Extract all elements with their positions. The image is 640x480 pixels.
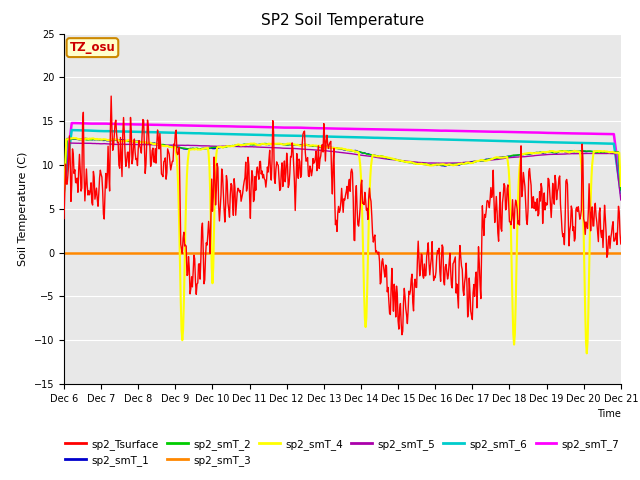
sp2_smT_2 bbox=[335, 145, 342, 151]
sp2_smT_5 bbox=[183, 143, 191, 148]
sp2_smT_4 bbox=[69, 135, 77, 141]
sp2_smT_1 bbox=[566, 148, 574, 154]
sp2_smT_4 bbox=[183, 172, 191, 178]
sp2_Tsurface bbox=[60, 216, 68, 221]
sp2_smT_7 bbox=[389, 127, 397, 132]
sp2_smT_4 bbox=[617, 183, 625, 189]
sp2_smT_7 bbox=[566, 131, 574, 136]
sp2_smT_5 bbox=[389, 157, 397, 163]
sp2_smT_5 bbox=[60, 192, 68, 197]
Legend: sp2_Tsurface, sp2_smT_1, sp2_smT_2, sp2_smT_3, sp2_smT_4, sp2_smT_5, sp2_smT_6, : sp2_Tsurface, sp2_smT_1, sp2_smT_2, sp2_… bbox=[61, 435, 623, 470]
Text: Time: Time bbox=[597, 408, 621, 419]
sp2_smT_4 bbox=[60, 193, 68, 199]
Line: sp2_smT_4: sp2_smT_4 bbox=[64, 138, 621, 353]
sp2_Tsurface bbox=[335, 204, 342, 209]
sp2_smT_2 bbox=[183, 146, 191, 152]
sp2_smT_1 bbox=[335, 146, 342, 152]
sp2_smT_3 bbox=[206, 250, 214, 255]
sp2_Tsurface bbox=[398, 332, 406, 337]
sp2_smT_4 bbox=[583, 350, 591, 356]
Line: sp2_smT_6: sp2_smT_6 bbox=[64, 130, 621, 193]
Line: sp2_smT_5: sp2_smT_5 bbox=[64, 143, 621, 200]
sp2_smT_7 bbox=[183, 122, 191, 128]
sp2_smT_6 bbox=[617, 190, 625, 196]
sp2_smT_1 bbox=[617, 187, 625, 192]
sp2_Tsurface bbox=[108, 93, 115, 99]
Y-axis label: Soil Temperature (C): Soil Temperature (C) bbox=[18, 152, 28, 266]
Line: sp2_smT_7: sp2_smT_7 bbox=[64, 123, 621, 188]
sp2_smT_7 bbox=[335, 126, 342, 132]
sp2_smT_3 bbox=[617, 250, 625, 255]
sp2_Tsurface bbox=[568, 203, 575, 209]
Text: TZ_osu: TZ_osu bbox=[70, 41, 115, 54]
sp2_Tsurface bbox=[617, 241, 625, 247]
sp2_smT_7 bbox=[617, 185, 625, 191]
sp2_smT_6 bbox=[183, 130, 191, 136]
sp2_Tsurface bbox=[445, 272, 452, 278]
Line: sp2_smT_1: sp2_smT_1 bbox=[64, 138, 621, 195]
sp2_smT_4 bbox=[389, 156, 397, 162]
sp2_smT_5 bbox=[65, 140, 73, 146]
sp2_smT_1 bbox=[389, 156, 397, 162]
sp2_Tsurface bbox=[207, 215, 215, 220]
sp2_smT_6 bbox=[207, 131, 215, 136]
sp2_smT_2 bbox=[617, 187, 625, 192]
sp2_smT_6 bbox=[335, 134, 342, 140]
sp2_smT_4 bbox=[335, 145, 342, 151]
sp2_smT_2 bbox=[72, 136, 80, 142]
sp2_smT_4 bbox=[207, 227, 215, 233]
sp2_smT_2 bbox=[60, 193, 68, 199]
sp2_smT_5 bbox=[617, 197, 625, 203]
sp2_smT_2 bbox=[566, 148, 574, 154]
sp2_smT_4 bbox=[444, 162, 451, 168]
sp2_Tsurface bbox=[389, 291, 397, 297]
Title: SP2 Soil Temperature: SP2 Soil Temperature bbox=[260, 13, 424, 28]
sp2_smT_2 bbox=[207, 145, 215, 151]
sp2_smT_1 bbox=[444, 162, 451, 168]
sp2_smT_5 bbox=[335, 149, 342, 155]
sp2_smT_6 bbox=[389, 135, 397, 141]
sp2_smT_3 bbox=[60, 250, 68, 255]
sp2_smT_1 bbox=[60, 192, 68, 198]
sp2_smT_2 bbox=[444, 162, 451, 168]
sp2_smT_4 bbox=[566, 149, 574, 155]
sp2_smT_6 bbox=[60, 189, 68, 194]
sp2_smT_3 bbox=[182, 250, 190, 255]
sp2_smT_3 bbox=[443, 250, 451, 255]
sp2_smT_5 bbox=[566, 151, 574, 156]
sp2_smT_1 bbox=[183, 146, 191, 152]
sp2_smT_6 bbox=[68, 127, 76, 133]
Line: sp2_Tsurface: sp2_Tsurface bbox=[64, 96, 621, 335]
sp2_smT_7 bbox=[207, 123, 215, 129]
sp2_smT_5 bbox=[207, 143, 215, 149]
Line: sp2_smT_2: sp2_smT_2 bbox=[64, 139, 621, 196]
sp2_smT_7 bbox=[60, 185, 68, 191]
sp2_smT_3 bbox=[566, 250, 573, 255]
sp2_smT_7 bbox=[68, 120, 76, 126]
sp2_Tsurface bbox=[183, 273, 191, 278]
sp2_smT_3 bbox=[388, 250, 396, 255]
sp2_smT_2 bbox=[389, 156, 397, 162]
sp2_smT_7 bbox=[444, 128, 451, 133]
sp2_smT_1 bbox=[81, 135, 89, 141]
sp2_smT_1 bbox=[207, 145, 215, 151]
sp2_smT_6 bbox=[444, 137, 451, 143]
sp2_smT_5 bbox=[444, 160, 451, 166]
sp2_smT_3 bbox=[334, 250, 342, 255]
sp2_smT_6 bbox=[566, 140, 574, 145]
